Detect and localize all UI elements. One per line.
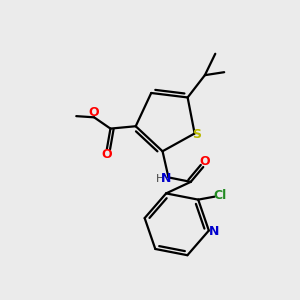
- Text: O: O: [88, 106, 99, 119]
- Text: O: O: [101, 148, 112, 161]
- Text: O: O: [200, 155, 210, 168]
- Text: N: N: [209, 225, 219, 238]
- Text: H: H: [155, 174, 164, 184]
- Text: Cl: Cl: [214, 189, 227, 202]
- Text: S: S: [193, 128, 202, 141]
- Text: N: N: [161, 172, 172, 185]
